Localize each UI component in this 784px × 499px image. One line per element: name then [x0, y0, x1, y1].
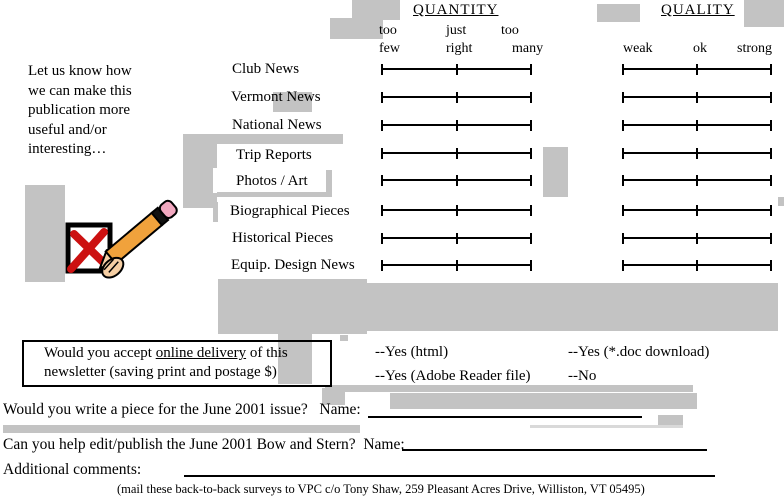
- question-additional-comments: Additional comments:: [3, 461, 142, 478]
- gray-artifact: [597, 4, 640, 22]
- quantity-header: QUANTITY: [413, 2, 499, 18]
- col-label-just-right-2: right: [446, 41, 473, 56]
- gray-artifact: [325, 385, 693, 392]
- gray-artifact: [744, 0, 784, 27]
- col-label-too-many-2: many: [512, 41, 544, 56]
- gray-artifact: [658, 415, 683, 426]
- gray-artifact: [778, 197, 784, 206]
- gray-artifact: [3, 425, 360, 433]
- quality-scale-trip-reports[interactable]: [622, 148, 772, 159]
- gray-artifact: [273, 92, 312, 112]
- col-label-strong: strong: [737, 41, 772, 56]
- quantity-scale-vermont-news[interactable]: [381, 92, 532, 103]
- photos-art-label-box: [213, 168, 327, 193]
- gray-artifact: [367, 283, 778, 331]
- option-yes-html[interactable]: --Yes (html): [375, 344, 449, 360]
- quantity-scale-trip-reports[interactable]: [381, 148, 532, 159]
- row-label-club-news: Club News: [232, 61, 300, 77]
- row-label-photos-art: Photos / Art: [236, 173, 308, 189]
- row-label-equip-design: Equip. Design News: [231, 257, 355, 273]
- gray-artifact: [322, 388, 345, 405]
- quality-scale-historical[interactable]: [622, 233, 772, 244]
- gray-artifact: [340, 335, 348, 341]
- quantity-scale-biographical[interactable]: [381, 205, 532, 216]
- option-no[interactable]: --No: [568, 368, 597, 384]
- question-edit-publish: Can you help edit/publish the June 2001 …: [3, 436, 405, 453]
- question-write-piece: Would you write a piece for the June 200…: [3, 401, 365, 418]
- col-label-too-few-1: too: [379, 23, 397, 38]
- col-label-too-many-1: too: [501, 23, 519, 38]
- col-label-weak: weak: [623, 41, 653, 56]
- quality-scale-club-news[interactable]: [622, 64, 772, 75]
- gray-artifact: [183, 134, 343, 144]
- row-label-historical: Historical Pieces: [232, 230, 334, 246]
- trip-reports-label-box: [217, 146, 323, 168]
- quality-scale-national-news[interactable]: [622, 120, 772, 131]
- row-label-biographical: Biographical Pieces: [230, 203, 350, 219]
- col-label-ok: ok: [693, 41, 707, 56]
- online-delivery-text-post: of this: [246, 345, 288, 361]
- online-delivery-text-pre: Would you accept: [44, 345, 156, 361]
- option-yes-doc[interactable]: --Yes (*.doc download): [568, 344, 710, 360]
- quantity-scale-club-news[interactable]: [381, 64, 532, 75]
- online-delivery-text-line2: newsletter (saving print and postage $): [44, 364, 277, 380]
- gray-artifact: [352, 0, 400, 20]
- gray-artifact: [218, 279, 367, 334]
- label-box-shadow: [217, 192, 332, 197]
- gray-artifact: [183, 134, 217, 208]
- gray-artifact: [543, 147, 568, 197]
- comments-blank[interactable]: [184, 475, 715, 477]
- quality-scale-vermont-news[interactable]: [622, 92, 772, 103]
- gray-artifact: [25, 185, 65, 282]
- col-label-just-right-1: just: [446, 23, 467, 38]
- option-yes-adobe[interactable]: --Yes (Adobe Reader file): [375, 368, 531, 384]
- name-blank-write-piece[interactable]: [368, 416, 642, 418]
- quality-header: QUALITY: [661, 2, 735, 18]
- mailing-instructions: (mail these back-to-back surveys to VPC …: [117, 482, 645, 496]
- checkbox-pencil-icon: [65, 199, 178, 279]
- online-delivery-underlined-text: online delivery: [155, 345, 247, 361]
- row-label-vermont-news: Vermont News: [231, 89, 321, 105]
- quantity-scale-equip-design[interactable]: [381, 260, 532, 271]
- quality-scale-equip-design[interactable]: [622, 260, 772, 271]
- quality-scale-biographical[interactable]: [622, 205, 772, 216]
- name-blank-edit-publish[interactable]: [402, 449, 707, 451]
- label-box-shadow: [326, 170, 332, 197]
- online-delivery-question-box: Would you accept online delivery of this…: [22, 340, 332, 387]
- gray-artifact: [213, 202, 218, 222]
- row-label-national-news: National News: [232, 117, 322, 133]
- col-label-too-few-2: few: [379, 41, 400, 56]
- row-label-trip-reports: Trip Reports: [236, 147, 312, 163]
- intro-note: Let us know how we can make this publica…: [28, 63, 132, 157]
- gray-artifact: [390, 393, 697, 409]
- quantity-scale-national-news[interactable]: [381, 120, 532, 131]
- quantity-scale-historical[interactable]: [381, 233, 532, 244]
- quantity-scale-photos-art[interactable]: [381, 175, 532, 186]
- gray-artifact: [530, 425, 683, 428]
- gray-artifact: [330, 18, 383, 39]
- quality-scale-photos-art[interactable]: [622, 175, 772, 186]
